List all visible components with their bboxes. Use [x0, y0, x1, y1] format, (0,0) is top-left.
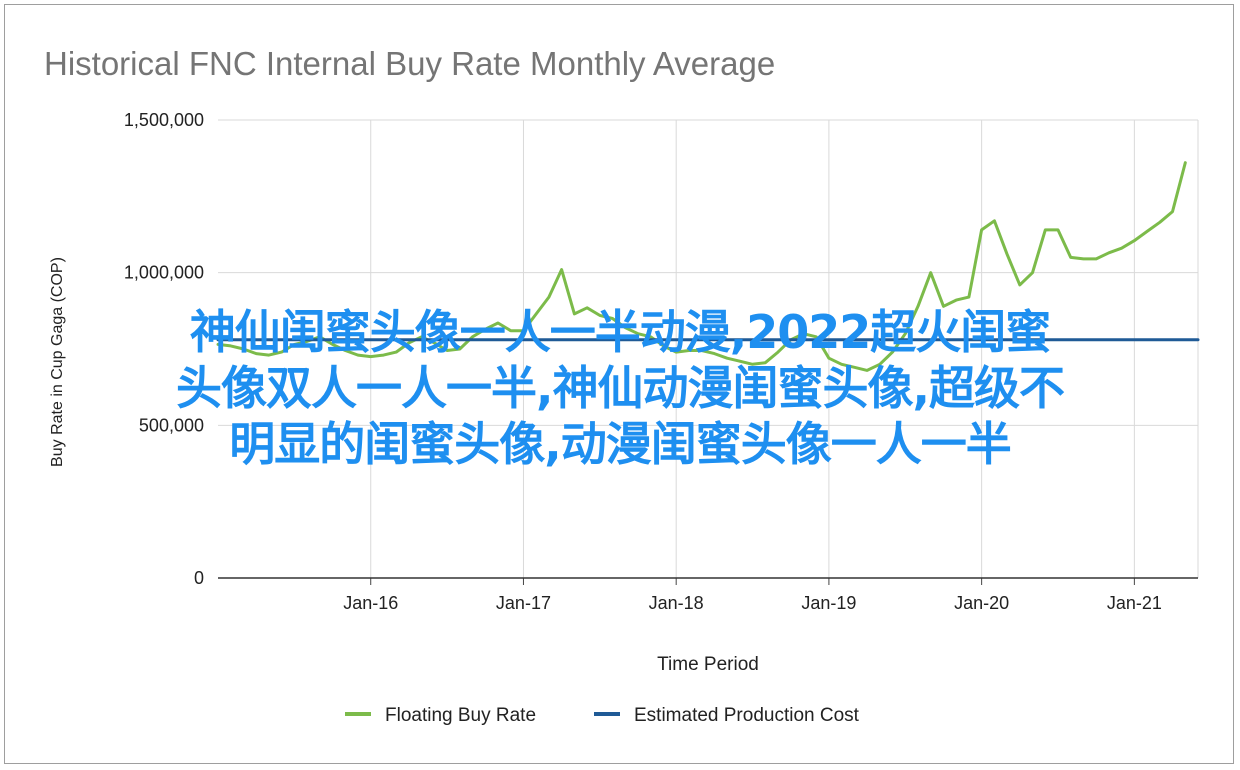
series-lines: [216, 161, 1200, 372]
y-tick-label: 500,000: [139, 415, 204, 435]
x-tick-label: Jan-20: [954, 593, 1009, 613]
x-tick-label: Jan-19: [801, 593, 856, 613]
y-tick-label: 1,500,000: [124, 110, 204, 130]
chart-title: Historical FNC Internal Buy Rate Monthly…: [44, 45, 775, 82]
legend-floating-buy-rate-label: Floating Buy Rate: [385, 705, 536, 726]
chart-frame: [4, 4, 1234, 764]
y-tick-labels: 0 500,000 1,000,000 1,500,000: [124, 110, 204, 588]
gridlines: [218, 119, 1199, 585]
legend: Floating Buy Rate Estimated Production Co…: [345, 705, 860, 726]
series-line-floating-buy-rate: [216, 161, 1187, 372]
y-axis-label: Buy Rate in Cup Gaga (COP): [49, 257, 66, 467]
x-tick-label: Jan-16: [343, 593, 398, 613]
x-tick-labels: Jan-16 Jan-17 Jan-18 Jan-19 Jan-20 Jan-21: [343, 593, 1162, 613]
legend-estimated-production-cost-label: Estimated Production Cost: [634, 705, 860, 726]
x-tick-label: Jan-17: [496, 593, 551, 613]
x-axis-label: Time Period: [657, 654, 759, 675]
y-tick-label: 0: [194, 568, 204, 588]
x-tick-label: Jan-18: [649, 593, 704, 613]
x-tick-label: Jan-21: [1107, 593, 1162, 613]
y-tick-label: 1,000,000: [124, 263, 204, 283]
